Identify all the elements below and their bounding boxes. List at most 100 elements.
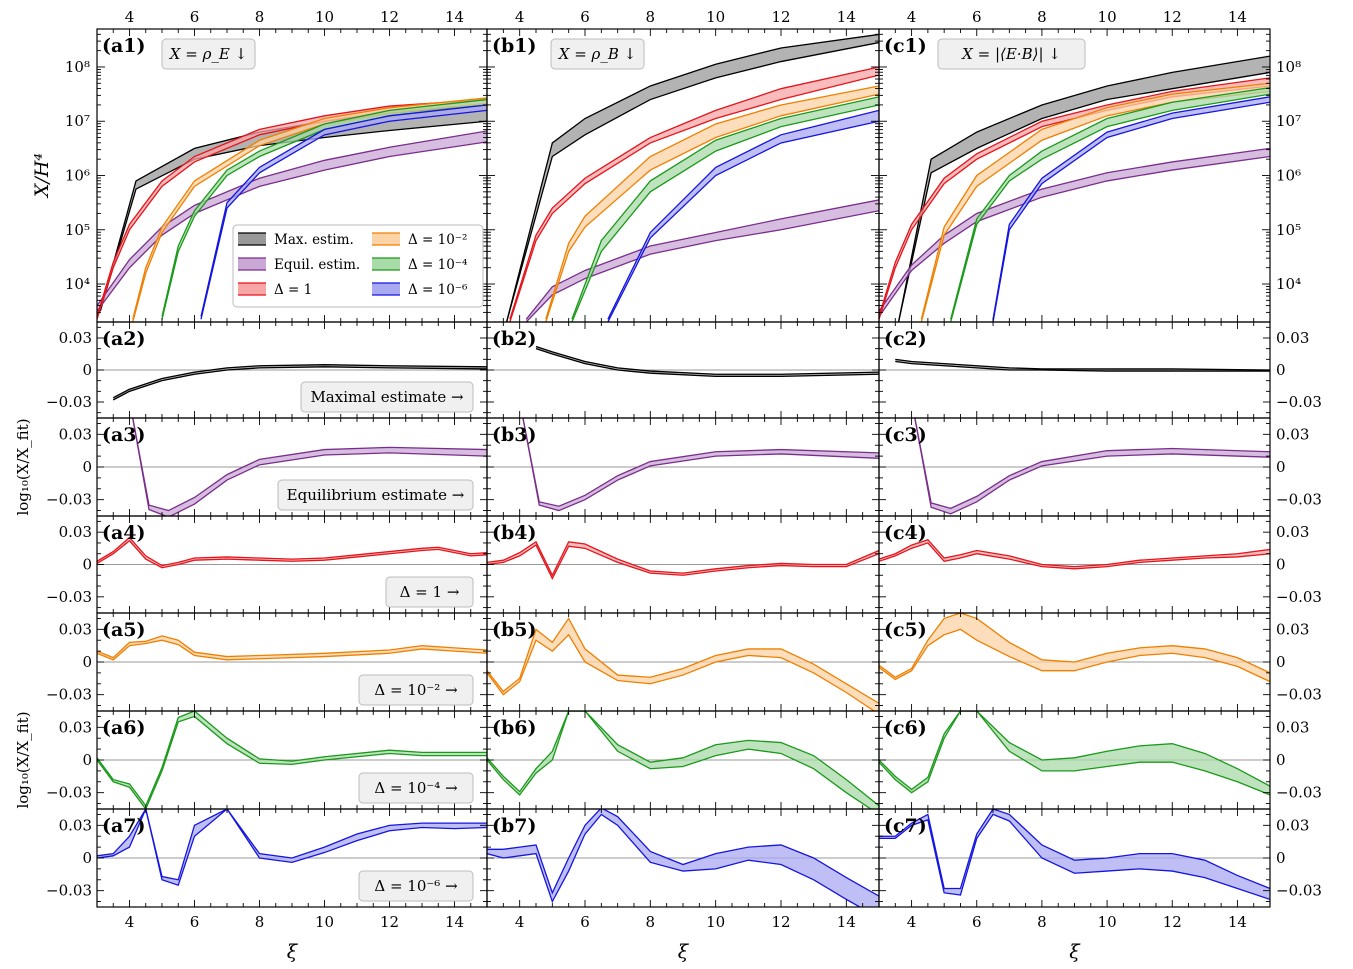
y-tick-label-left: 0.03 bbox=[59, 329, 92, 347]
band-b5 bbox=[487, 617, 879, 711]
x-tick-label-top: 14 bbox=[1228, 8, 1247, 26]
band-c6-lower-line bbox=[879, 711, 1270, 796]
band-c1-series-5 bbox=[992, 96, 1270, 322]
band-a1-series-1-lower-line bbox=[97, 141, 487, 312]
band-c5-fill bbox=[879, 613, 1270, 682]
band-c1-series-1-lower-line bbox=[879, 155, 1270, 317]
x-tick-label-top: 8 bbox=[646, 8, 656, 26]
legend-swatch-2 bbox=[238, 283, 266, 295]
panel-label-c5: (c5) bbox=[884, 619, 927, 641]
y-tick-label-left: 10⁷ bbox=[65, 112, 90, 130]
x-tick-label-top: 12 bbox=[380, 8, 399, 26]
band-b7-upper-line bbox=[487, 809, 879, 897]
y-tick-label-left: −0.03 bbox=[46, 882, 92, 900]
band-b1-series-0-upper-line bbox=[505, 33, 879, 322]
band-c1-series-1 bbox=[879, 147, 1270, 317]
band-a2 bbox=[112, 364, 487, 401]
band-a7-fill bbox=[97, 809, 487, 886]
x-tick-label-bottom: 8 bbox=[646, 913, 656, 931]
y-tick-label-left: −0.03 bbox=[46, 784, 92, 802]
band-c7-lower-line bbox=[879, 813, 1270, 900]
axis-ticks bbox=[96, 28, 1271, 907]
band-b6-fill bbox=[487, 711, 879, 809]
panel-label-c2: (c2) bbox=[884, 328, 927, 350]
band-c5-lower-line bbox=[879, 628, 1270, 683]
band-c1-series-1-upper-line bbox=[879, 147, 1270, 312]
panel-label-b5: (b5) bbox=[492, 619, 537, 641]
y-tick-label-left: 0 bbox=[82, 361, 92, 379]
band-b1-series-2-upper-line bbox=[509, 66, 879, 320]
band-a1-series-3-upper-line bbox=[132, 97, 487, 320]
axis-labels: 4 4 6 6 8 8 10 10 12 12 14 14 ξ 4 4 6 6 8 8 10 10 12 12 14 14 ξ 4 4… bbox=[14, 8, 1322, 963]
band-c3-lower-line bbox=[914, 418, 1270, 515]
y-tick-label-right: −0.03 bbox=[1276, 686, 1322, 704]
legend-swatch-3 bbox=[372, 233, 400, 245]
band-b1-series-1-lower-line bbox=[525, 210, 879, 322]
band-c5 bbox=[879, 613, 1270, 683]
y-tick-label-right: −0.03 bbox=[1276, 588, 1322, 606]
band-c5-upper-line bbox=[879, 613, 1270, 679]
band-b1-series-2-lower-line bbox=[509, 74, 879, 322]
band-b1-series-4 bbox=[571, 96, 879, 322]
band-a4-lower-line bbox=[97, 539, 487, 569]
y-tick-label-left: 10⁴ bbox=[65, 275, 90, 293]
x-tick-label-top: 6 bbox=[580, 8, 590, 26]
x-tick-label-top: 4 bbox=[907, 8, 917, 26]
row-label-box-5 bbox=[358, 870, 474, 902]
band-b1-series-5-upper-line bbox=[607, 109, 879, 320]
panel-label-c1: (c1) bbox=[884, 35, 927, 57]
x-tick-label-bottom: 12 bbox=[1163, 913, 1182, 931]
x-tick-label-bottom: 10 bbox=[1098, 913, 1117, 931]
band-b6-upper-line bbox=[487, 711, 879, 807]
band-a1-series-2-upper-line bbox=[97, 98, 487, 317]
band-a5-upper-line bbox=[97, 635, 487, 659]
x-tick-label-top: 4 bbox=[125, 8, 135, 26]
y-tick-label-right: 10⁷ bbox=[1276, 112, 1301, 130]
band-a2-upper-line bbox=[112, 364, 487, 399]
title-text-c: X = |⟨E·B⟩| ↓ bbox=[961, 45, 1061, 63]
x-tick-label-top: 10 bbox=[706, 8, 725, 26]
band-c1-series-3-fill bbox=[921, 83, 1270, 322]
band-c6 bbox=[879, 711, 1270, 796]
band-a3-lower-line bbox=[132, 418, 487, 516]
legend-label-0: Max. estim. bbox=[274, 232, 354, 248]
band-b2-lower-line bbox=[535, 348, 879, 378]
legend-swatch-5 bbox=[372, 283, 400, 295]
band-a3-upper-line bbox=[132, 418, 487, 512]
band-c2-upper-line bbox=[895, 358, 1270, 371]
band-b3-upper-line bbox=[522, 418, 879, 507]
title-box-a bbox=[161, 38, 256, 70]
band-b4-lower-line bbox=[487, 544, 879, 580]
legend-label-4: Δ = 10⁻⁴ bbox=[408, 257, 467, 273]
y-tick-label-right: 0 bbox=[1276, 751, 1286, 769]
band-a4 bbox=[97, 536, 487, 569]
y-tick-label-right: 0.03 bbox=[1276, 816, 1309, 834]
band-c6-fill bbox=[879, 711, 1270, 795]
band-a1-series-4-upper-line bbox=[161, 98, 487, 317]
band-c2-lower-line bbox=[895, 360, 1270, 372]
y-tick-label-left: 0 bbox=[82, 751, 92, 769]
band-a5-lower-line bbox=[97, 639, 487, 661]
band-b2 bbox=[535, 345, 879, 378]
panel-label-a3: (a3) bbox=[102, 424, 146, 446]
band-b3-fill bbox=[522, 418, 879, 511]
band-c1-series-3-upper-line bbox=[920, 82, 1270, 320]
x-tick-label-top: 12 bbox=[771, 8, 790, 26]
x-tick-label-bottom: 4 bbox=[125, 913, 135, 931]
band-b1-series-1-fill bbox=[526, 199, 879, 322]
x-tick-label-bottom: 4 bbox=[515, 913, 525, 931]
band-c1-series-4-lower-line bbox=[950, 93, 1270, 322]
x-tick-label-bottom: 12 bbox=[380, 913, 399, 931]
band-c1-series-0-upper-line bbox=[897, 55, 1270, 322]
band-a4-upper-line bbox=[97, 536, 487, 567]
y-tick-label-right: 0 bbox=[1276, 458, 1286, 476]
row-label-text-3: Δ = 10⁻² → bbox=[374, 681, 458, 699]
row-label-box-0 bbox=[300, 381, 474, 413]
row-label-box-1 bbox=[277, 479, 474, 511]
band-c4-upper-line bbox=[879, 538, 1270, 568]
data-bands bbox=[97, 33, 1270, 907]
y-tick-label-right: 10⁶ bbox=[1276, 167, 1301, 185]
band-b1-series-4-lower-line bbox=[571, 104, 879, 322]
y-tick-label-left: 0.03 bbox=[59, 620, 92, 638]
band-b1-series-5-lower-line bbox=[607, 120, 879, 322]
